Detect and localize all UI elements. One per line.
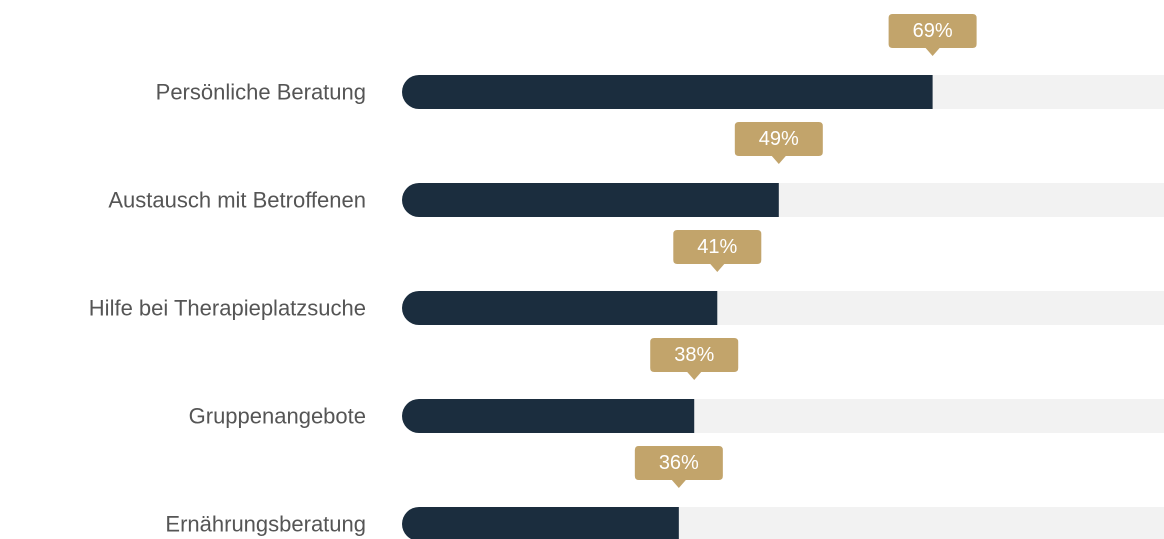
bar <box>402 291 718 325</box>
value-label: 69% <box>913 20 953 42</box>
category-label: Austausch mit Betroffenen <box>108 188 366 213</box>
value-label: 41% <box>697 236 737 258</box>
value-label: 38% <box>674 344 714 366</box>
bar <box>402 75 933 109</box>
value-callout <box>734 122 823 164</box>
value-callout <box>888 14 977 56</box>
bar <box>402 183 779 217</box>
value-label: 36% <box>659 452 699 474</box>
category-label: Hilfe bei Therapieplatzsuche <box>89 296 366 321</box>
bar <box>402 507 679 539</box>
category-label: Ernährungsberatung <box>165 512 366 537</box>
category-label: Gruppenangebote <box>189 404 366 429</box>
value-callout <box>634 446 723 488</box>
value-callout <box>673 230 762 272</box>
value-label: 49% <box>759 128 799 150</box>
value-callout <box>650 338 739 380</box>
category-label: Persönliche Beratung <box>156 80 366 105</box>
bar <box>402 399 695 433</box>
